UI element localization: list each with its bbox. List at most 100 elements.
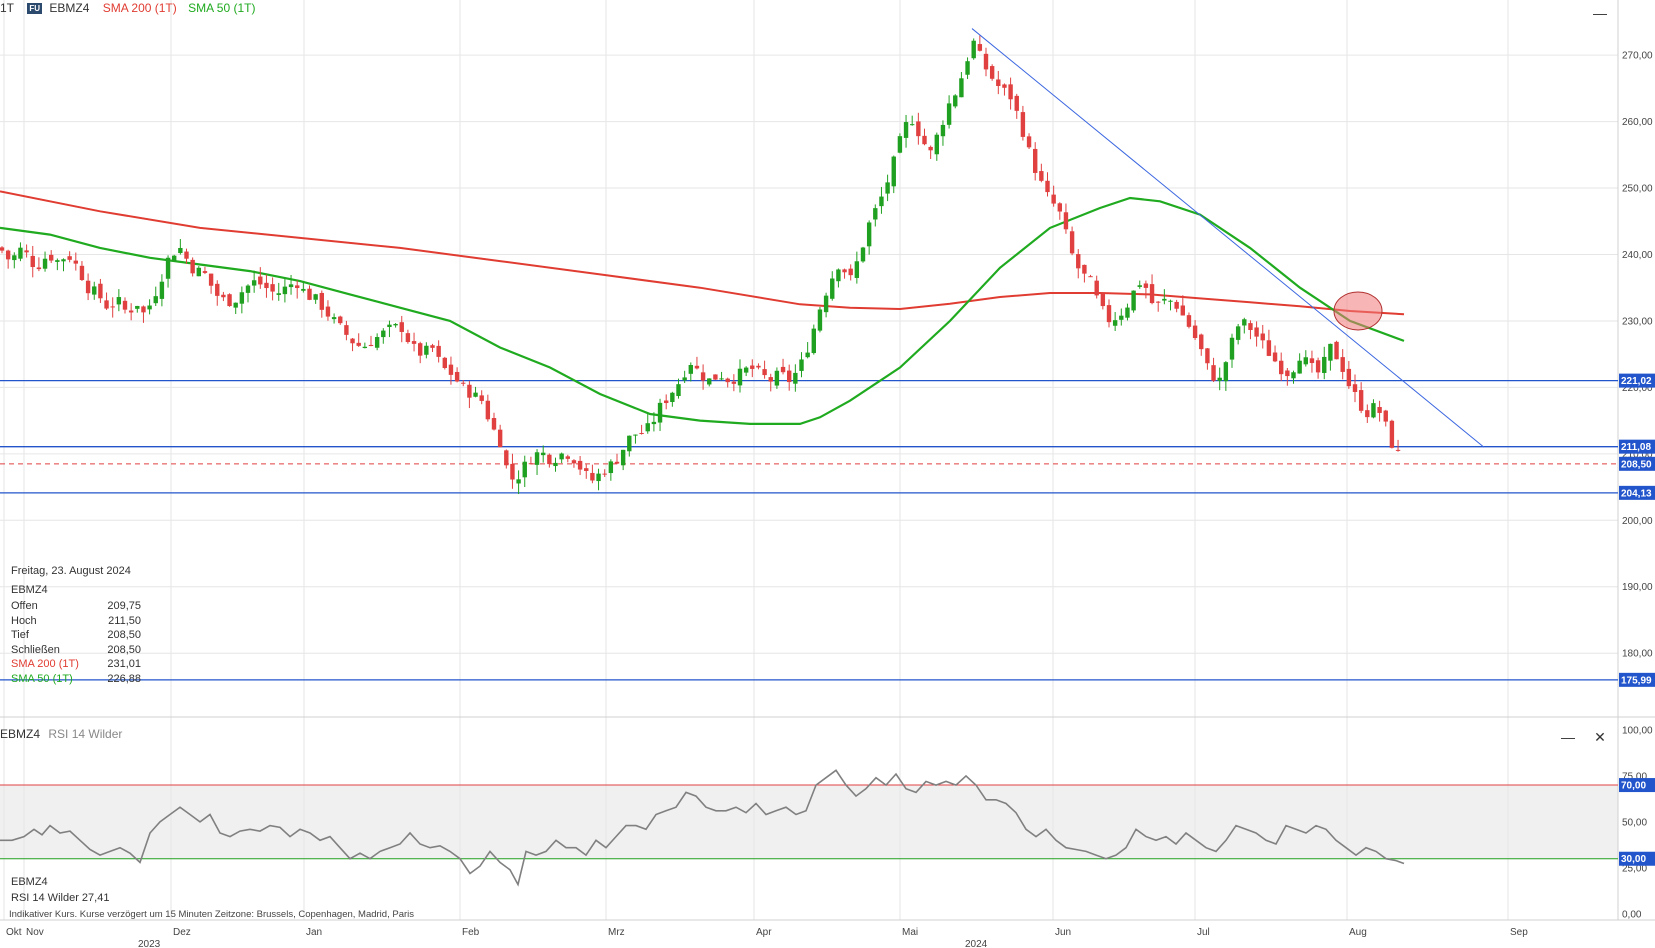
candle-body xyxy=(559,453,564,460)
candle-body xyxy=(0,247,5,251)
candle-body xyxy=(1297,360,1302,374)
candle-body xyxy=(1106,305,1112,323)
candle-body xyxy=(178,247,183,254)
candle-body xyxy=(633,434,638,436)
candle-body xyxy=(1395,449,1401,451)
sma200-label[interactable]: SMA 200 (1T) xyxy=(102,1,177,15)
info-row-sma50: SMA 50 (1T) 226,88 xyxy=(11,672,141,685)
candle-body xyxy=(1119,315,1124,320)
candle-body xyxy=(473,392,478,397)
trendline[interactable] xyxy=(971,28,1485,448)
symbol-label[interactable]: EBMZ4 xyxy=(49,1,90,15)
candle-body xyxy=(1051,194,1056,204)
price-tick-label: 180,00 xyxy=(1622,649,1653,660)
candle-body xyxy=(1279,360,1284,375)
candle-body xyxy=(153,296,158,304)
candle-body xyxy=(713,374,718,380)
candle-body xyxy=(1266,340,1272,356)
minimize-icon[interactable]: — xyxy=(1593,5,1607,21)
candle-body xyxy=(110,306,115,308)
rsi-close-icon[interactable]: ✕ xyxy=(1594,729,1606,745)
info-row-high: Hoch 211,50 xyxy=(11,614,141,627)
candle-body xyxy=(128,310,134,313)
candle-body xyxy=(940,124,946,137)
candle-body xyxy=(664,400,669,404)
candle-body xyxy=(104,300,109,309)
candle-body xyxy=(504,450,509,466)
candle-body xyxy=(49,254,54,261)
month-label: Mrz xyxy=(608,927,625,938)
candle-body xyxy=(1248,323,1253,331)
candle-body xyxy=(24,250,29,253)
month-label: Jul xyxy=(1197,927,1210,938)
candle-body xyxy=(221,294,226,298)
candle-body xyxy=(208,273,214,286)
candle-body xyxy=(42,258,48,269)
candle-body xyxy=(953,95,958,107)
candle-body xyxy=(387,324,392,328)
candle-body xyxy=(251,280,257,286)
candle-body xyxy=(184,251,189,259)
candle-body xyxy=(725,378,730,383)
candle-body xyxy=(1131,290,1136,311)
candle-body xyxy=(780,366,786,373)
candle-body xyxy=(5,250,11,260)
candle-body xyxy=(989,66,995,79)
candle-body xyxy=(282,286,288,295)
candle-body xyxy=(842,269,847,273)
candle-body xyxy=(682,377,687,381)
candle-body xyxy=(922,135,927,145)
candle-body xyxy=(1352,384,1358,393)
sma50-series xyxy=(0,196,1405,425)
candle-body xyxy=(1125,307,1130,318)
candle-body xyxy=(325,306,331,317)
candle-body xyxy=(774,370,780,386)
candle-body xyxy=(36,267,42,270)
rsi-minimize-icon[interactable]: — xyxy=(1561,729,1575,745)
candle-body xyxy=(331,317,337,320)
candle-body xyxy=(1383,410,1388,422)
chart-header: 1T FU EBMZ4 SMA 200 (1T) SMA 50 (1T) xyxy=(0,1,255,15)
candles-series xyxy=(0,35,1401,495)
candle-body xyxy=(79,265,85,281)
candle-body xyxy=(731,381,737,384)
candle-body xyxy=(553,462,558,467)
candle-body xyxy=(541,452,546,456)
candle-body xyxy=(756,365,761,368)
candle-body xyxy=(467,384,472,398)
candle-body xyxy=(454,371,460,382)
candle-body xyxy=(1002,84,1007,88)
candle-body xyxy=(135,305,140,309)
candle-body xyxy=(491,418,497,430)
candle-body xyxy=(1008,84,1013,100)
candle-body xyxy=(627,435,632,452)
candle-body xyxy=(1358,390,1364,411)
rsi-title-indicator[interactable]: RSI 14 Wilder xyxy=(48,727,123,741)
candle-body xyxy=(873,208,878,220)
interval-label[interactable]: 1T xyxy=(0,1,15,15)
candle-body xyxy=(528,463,534,465)
candle-body xyxy=(436,345,441,357)
candle-body xyxy=(30,255,35,268)
candle-body xyxy=(1014,95,1019,111)
candle-body xyxy=(614,461,620,464)
candle-body xyxy=(510,463,515,480)
candle-body xyxy=(67,256,72,260)
ohlc-info-panel: Freitag, 23. August 2024 EBMZ4 Offen 209,… xyxy=(11,565,141,686)
candle-body xyxy=(1309,358,1315,364)
candle-body xyxy=(122,300,128,310)
candle-body xyxy=(602,473,607,475)
candle-body xyxy=(448,364,454,375)
candle-body xyxy=(1389,420,1395,448)
candle-body xyxy=(479,395,484,401)
candle-body xyxy=(983,53,989,70)
candle-body xyxy=(676,384,681,397)
candle-body xyxy=(344,325,349,335)
candle-body xyxy=(350,338,355,344)
sma50-label[interactable]: SMA 50 (1T) xyxy=(188,1,256,15)
candle-body xyxy=(620,449,626,466)
candle-body xyxy=(1063,212,1069,230)
hline-price-tag-bg xyxy=(1619,373,1655,388)
